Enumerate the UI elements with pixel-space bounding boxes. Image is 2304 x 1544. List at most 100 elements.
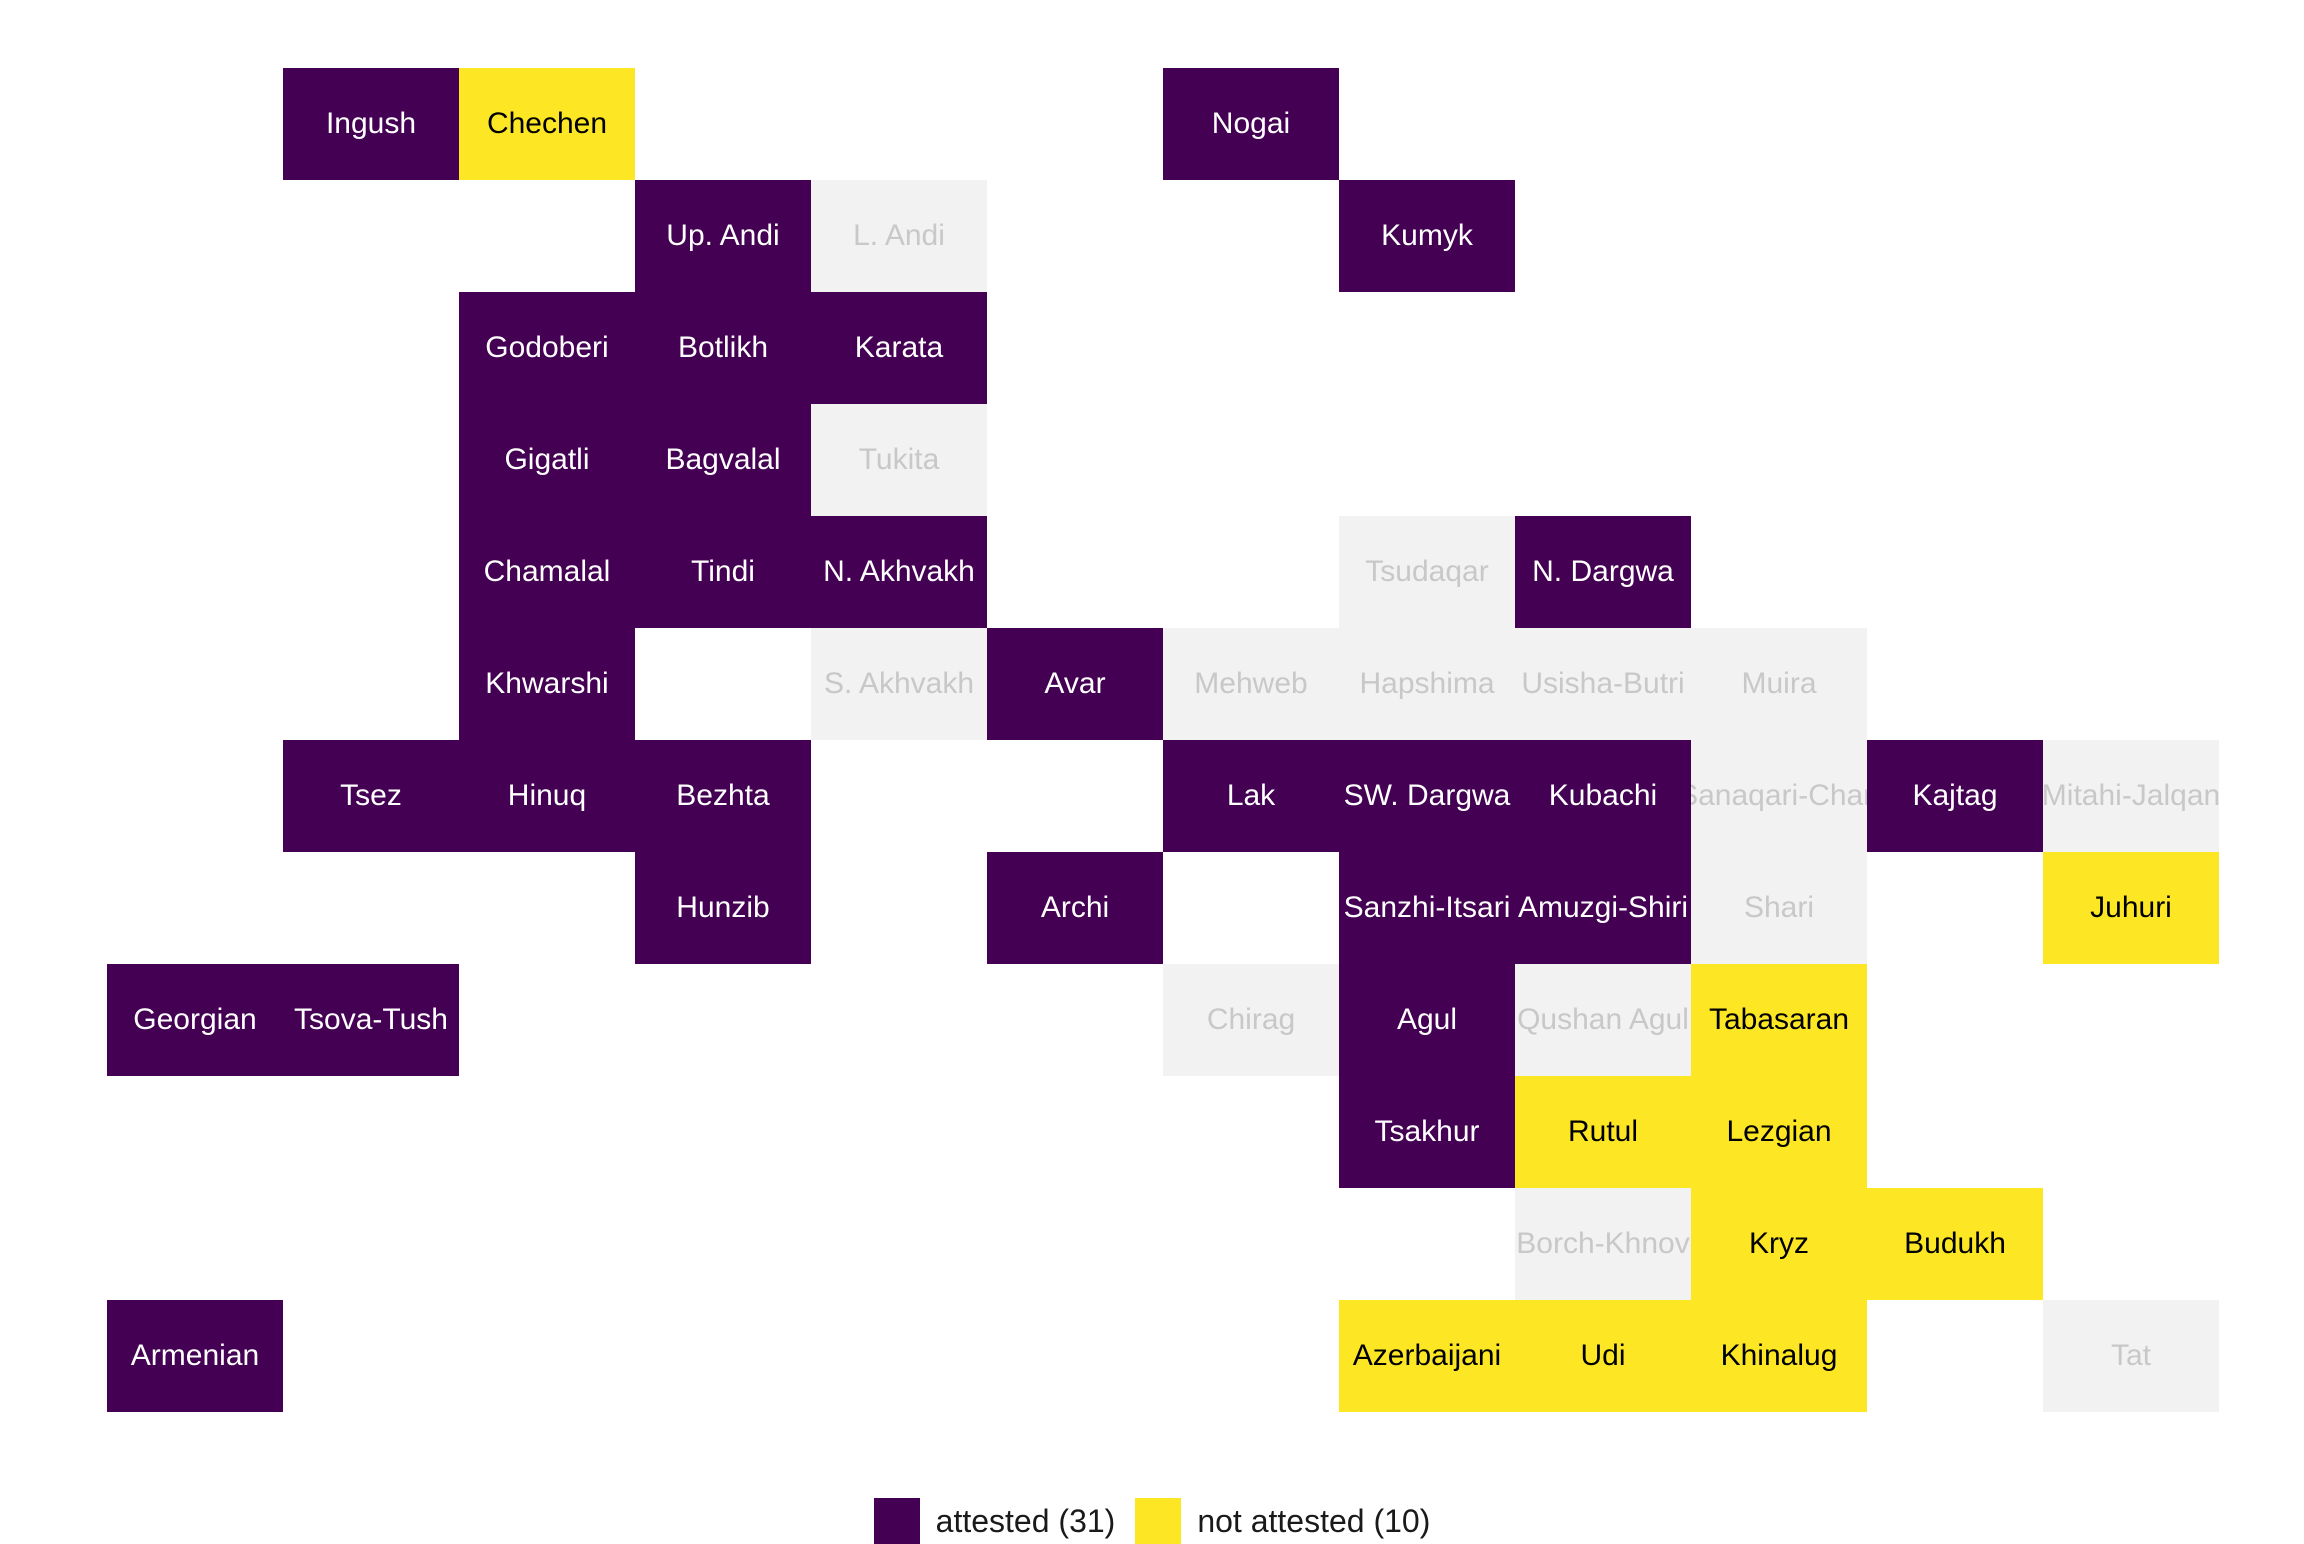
tile-label: Sanaqari-Chan [1691, 779, 1867, 812]
tile-kubachi: Kubachi [1515, 740, 1691, 852]
tile-label: Lak [1226, 779, 1276, 812]
tile-tukita: Tukita [811, 404, 987, 516]
tile-label: Chirag [1206, 1003, 1296, 1036]
tile-n-dargwa: N. Dargwa [1515, 516, 1691, 628]
tile-label: Muira [1741, 667, 1817, 700]
tile-sw-dargwa: SW. Dargwa [1339, 740, 1515, 852]
tile-label: Botlikh [677, 331, 769, 364]
tile-label: Mitahi-Jalqan [2043, 779, 2219, 812]
tile-s-akhvakh: S. Akhvakh [811, 628, 987, 740]
tile-udi: Udi [1515, 1300, 1691, 1412]
tile-hinuq: Hinuq [459, 740, 635, 852]
tile-n-akhvakh: N. Akhvakh [811, 516, 987, 628]
legend-label-attested: attested (31) [935, 1502, 1116, 1539]
tile-label: Kajtag [1912, 779, 1998, 812]
tile-sanaqari-chan: Sanaqari-Chan [1691, 740, 1867, 852]
tile-kajtag: Kajtag [1867, 740, 2043, 852]
tile-label: Bagvalal [665, 443, 781, 476]
tile-avar: Avar [987, 628, 1163, 740]
tile-label: Tindi [691, 555, 755, 588]
tile-tat: Tat [2043, 1300, 2219, 1412]
tile-agul: Agul [1339, 964, 1515, 1076]
legend-item-attested: attested (31) [873, 1498, 1116, 1544]
tile-label: Tukita [858, 443, 940, 476]
tile-tindi: Tindi [635, 516, 811, 628]
tile-label: Tsova-Tush [294, 1003, 448, 1036]
tile-up-andi: Up. Andi [635, 180, 811, 292]
tile-label: L. Andi [853, 219, 945, 252]
tile-lezgian: Lezgian [1691, 1076, 1867, 1188]
tile-armenian: Armenian [107, 1300, 283, 1412]
tile-label: Mehweb [1194, 667, 1308, 700]
tile-tsez: Tsez [283, 740, 459, 852]
tile-label: Sanzhi-Itsari [1343, 891, 1511, 924]
tile-label: Gigatli [504, 443, 590, 476]
tile-usisha-butri: Usisha-Butri [1515, 628, 1691, 740]
tile-hapshima: Hapshima [1339, 628, 1515, 740]
tile-mehweb: Mehweb [1163, 628, 1339, 740]
tile-karata: Karata [811, 292, 987, 404]
tile-chirag: Chirag [1163, 964, 1339, 1076]
tile-label: Juhuri [2090, 891, 2172, 924]
tile-tsova-tush: Tsova-Tush [283, 964, 459, 1076]
tile-botlikh: Botlikh [635, 292, 811, 404]
tile-label: Borch-Khnov [1516, 1227, 1690, 1260]
tile-label: Budukh [1904, 1227, 2006, 1260]
tile-label: Tsakhur [1374, 1115, 1480, 1148]
tile-khwarshi: Khwarshi [459, 628, 635, 740]
tile-mitahi-jalqan: Mitahi-Jalqan [2043, 740, 2219, 852]
tile-archi: Archi [987, 852, 1163, 964]
tile-label: Agul [1396, 1003, 1458, 1036]
tile-label: Bezhta [676, 779, 770, 812]
tile-juhuri: Juhuri [2043, 852, 2219, 964]
tile-label: Qushan Agul [1517, 1003, 1689, 1036]
tile-label: Ingush [325, 107, 417, 140]
tile-label: Rutul [1567, 1115, 1639, 1148]
tile-khinalug: Khinalug [1691, 1300, 1867, 1412]
tile-label: Hunzib [676, 891, 770, 924]
tile-chamalal: Chamalal [459, 516, 635, 628]
tile-label: Chamalal [483, 555, 611, 588]
tile-bezhta: Bezhta [635, 740, 811, 852]
tile-label: Kumyk [1381, 219, 1473, 252]
tile-label: Godoberi [485, 331, 609, 364]
tile-label: Azerbaijani [1352, 1339, 1502, 1372]
tile-chechen: Chechen [459, 68, 635, 180]
tile-label: Chechen [486, 107, 608, 140]
tile-ingush: Ingush [283, 68, 459, 180]
legend-label-not-attested: not attested (10) [1197, 1502, 1431, 1539]
tile-azerbaijani: Azerbaijani [1339, 1300, 1515, 1412]
tile-nogai: Nogai [1163, 68, 1339, 180]
tile-label: Khinalug [1720, 1339, 1838, 1372]
tile-label: Lezgian [1726, 1115, 1832, 1148]
tile-kryz: Kryz [1691, 1188, 1867, 1300]
tile-amuzgi-shiri: Amuzgi-Shiri [1515, 852, 1691, 964]
tile-label: Avar [1044, 667, 1106, 700]
tile-label: Khwarshi [485, 667, 609, 700]
tile-label: Tabasaran [1708, 1003, 1850, 1036]
tile-label: N. Dargwa [1532, 555, 1674, 588]
tile-label: Up. Andi [666, 219, 780, 252]
tile-label: Tsez [340, 779, 402, 812]
legend-swatch-not-attested [1135, 1498, 1182, 1544]
tile-shari: Shari [1691, 852, 1867, 964]
legend-swatch-attested [873, 1498, 920, 1544]
tile-bagvalal: Bagvalal [635, 404, 811, 516]
tile-label: S. Akhvakh [823, 667, 975, 700]
tile-tsakhur: Tsakhur [1339, 1076, 1515, 1188]
tile-label: Udi [1580, 1339, 1626, 1372]
tile-godoberi: Godoberi [459, 292, 635, 404]
tile-label: Kryz [1749, 1227, 1809, 1260]
tile-label: Kubachi [1548, 779, 1658, 812]
tile-kumyk: Kumyk [1339, 180, 1515, 292]
tile-label: Tat [2110, 1339, 2152, 1372]
tile-label: Hinuq [507, 779, 587, 812]
tile-l-andi: L. Andi [811, 180, 987, 292]
tile-label: N. Akhvakh [823, 555, 975, 588]
tile-hunzib: Hunzib [635, 852, 811, 964]
tile-label: Usisha-Butri [1521, 667, 1685, 700]
tile-label: Nogai [1211, 107, 1291, 140]
tile-label: SW. Dargwa [1343, 779, 1511, 812]
tile-label: Hapshima [1359, 667, 1495, 700]
